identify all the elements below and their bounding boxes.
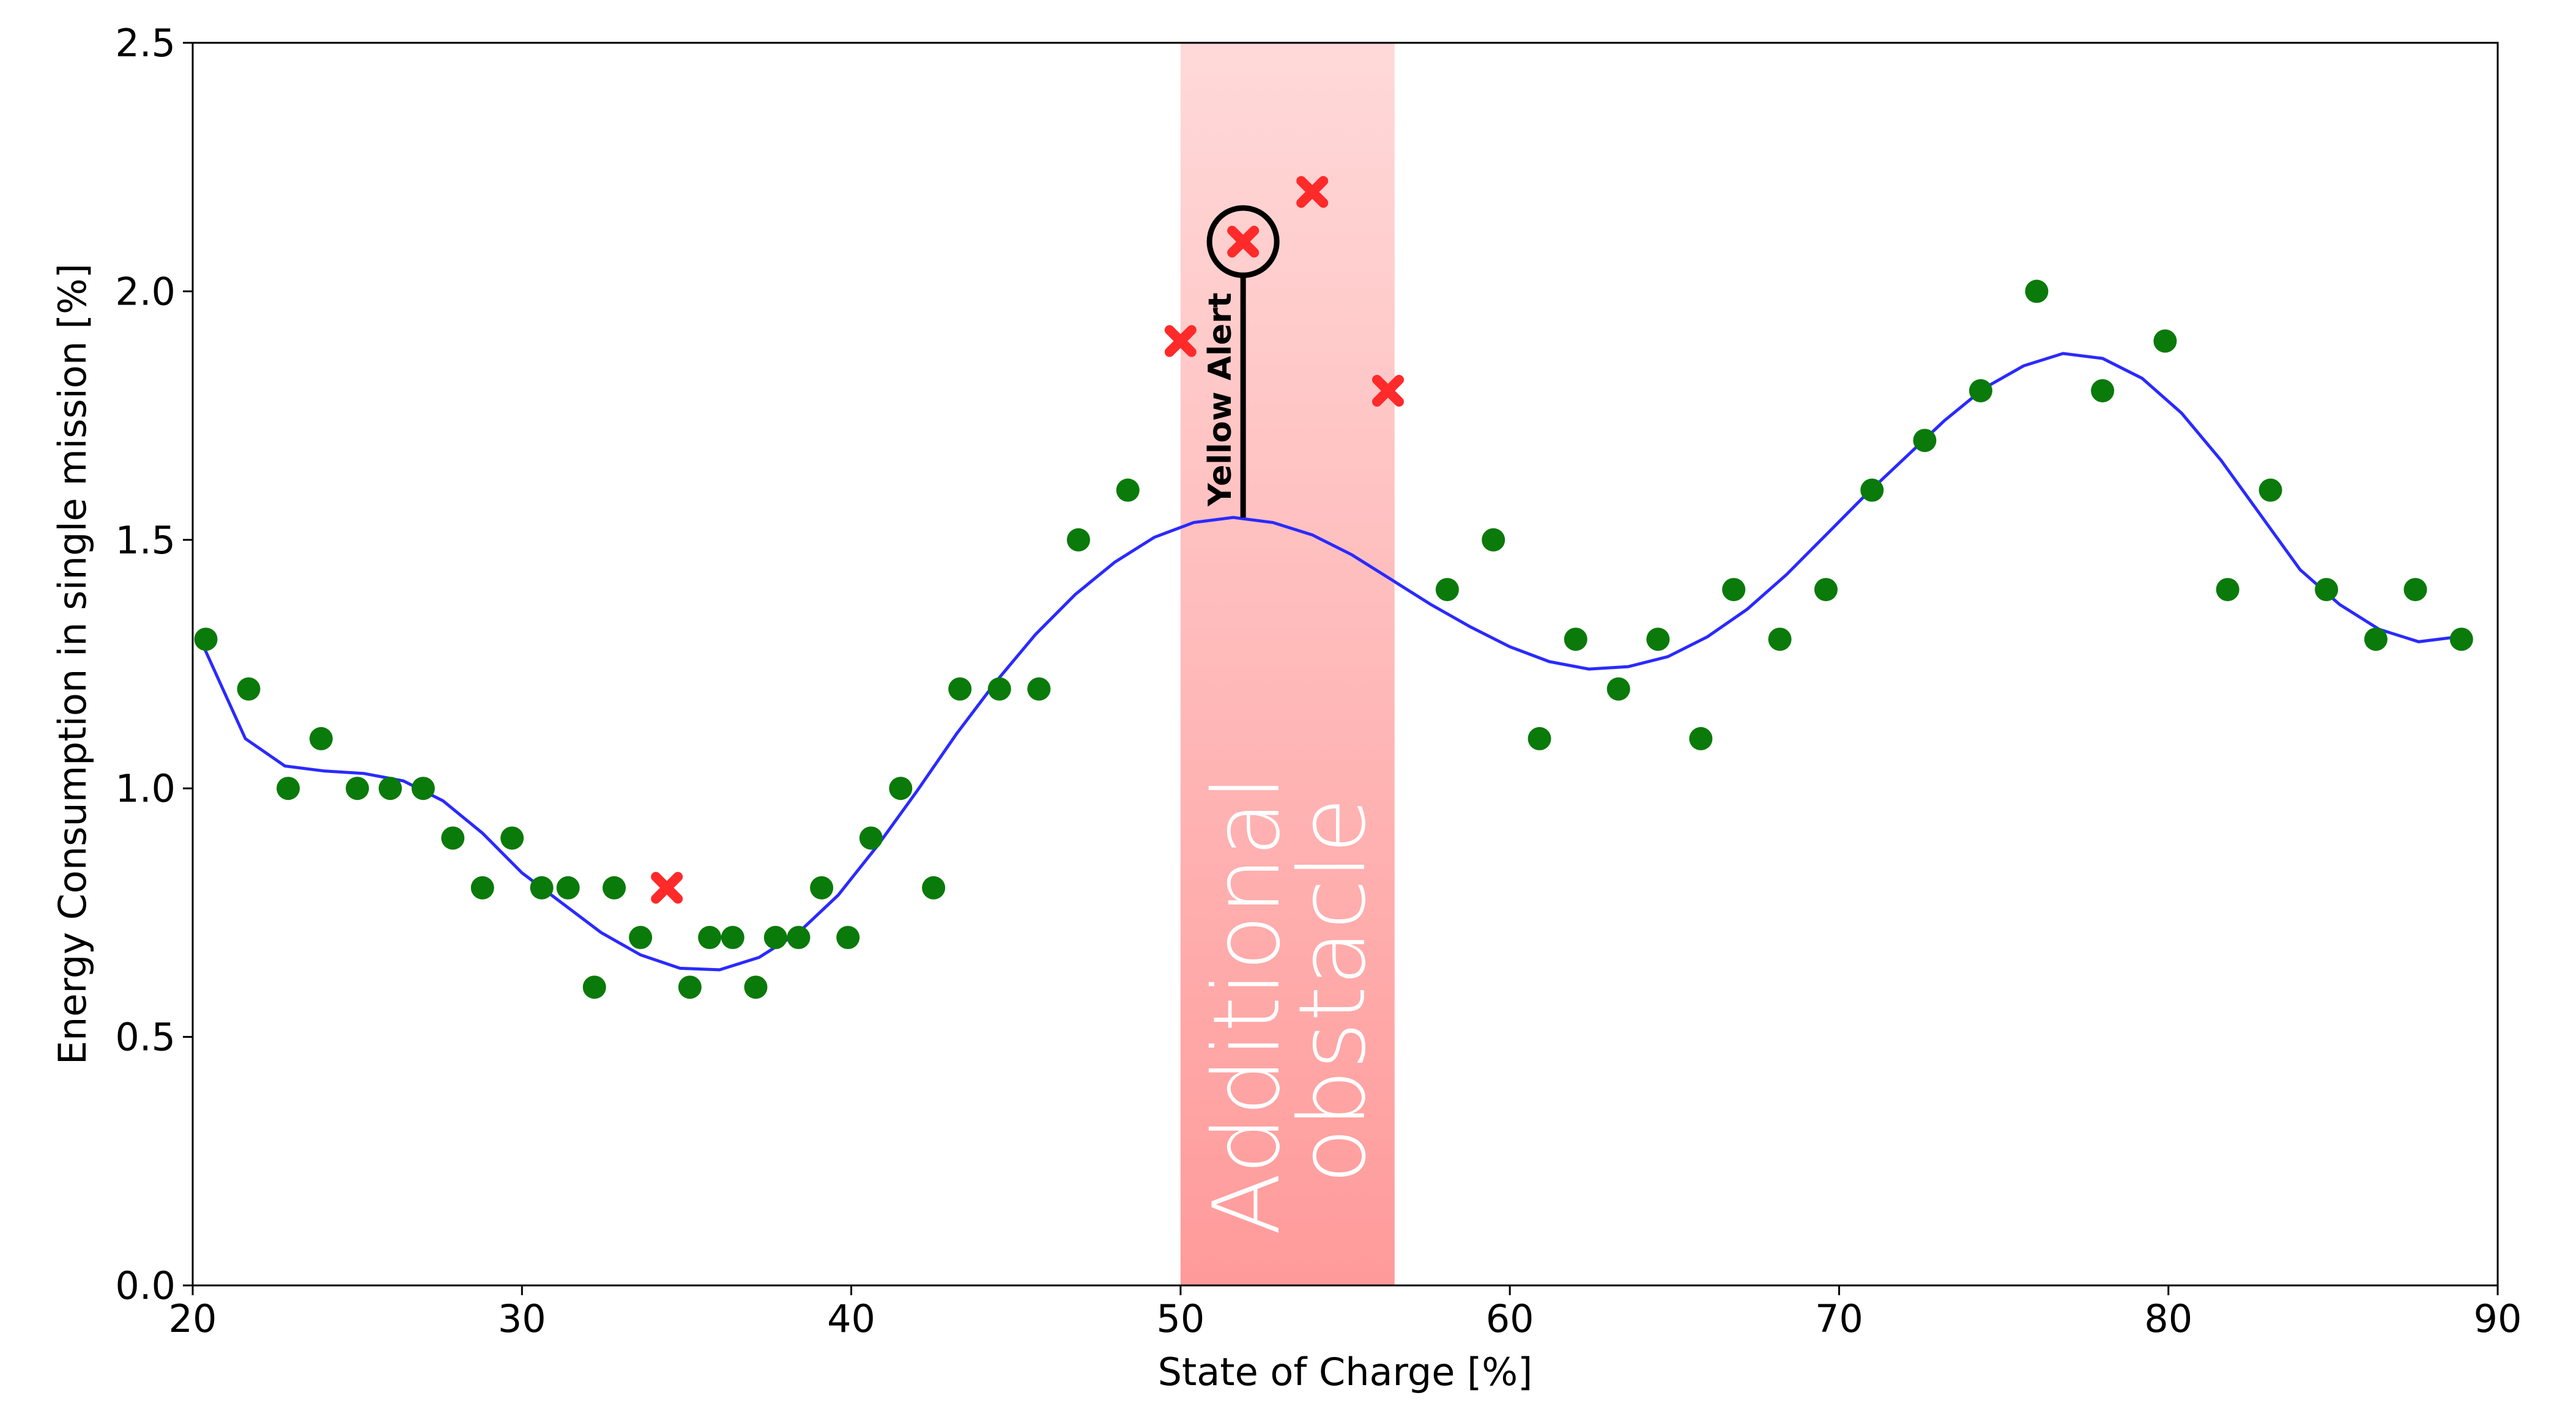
normal-point: [309, 726, 333, 750]
yellow-alert-label: Yellow Alert: [1202, 292, 1239, 507]
normal-point: [1768, 627, 1792, 651]
normal-point: [2025, 279, 2049, 303]
normal-point: [678, 975, 702, 999]
normal-point: [1913, 429, 1937, 453]
normal-point: [629, 926, 653, 950]
y-tick-label: 2.0: [115, 269, 176, 314]
normal-point: [987, 677, 1011, 701]
normal-point: [1027, 677, 1051, 701]
normal-point: [1435, 578, 1459, 602]
normal-point: [1814, 578, 1838, 602]
normal-point: [1722, 578, 1746, 602]
normal-point: [744, 975, 768, 999]
normal-point: [194, 627, 218, 651]
anomaly-points-layer: [651, 176, 1404, 904]
normal-point: [2259, 478, 2282, 502]
plot-frame: [191, 42, 2499, 1287]
normal-point: [763, 926, 787, 950]
normal-point: [1482, 528, 1505, 552]
normal-point: [1606, 677, 1630, 701]
normal-point: [698, 926, 722, 950]
x-tick-label: 60: [1486, 1296, 1534, 1341]
y-tick-label: 1.0: [115, 766, 176, 811]
normal-point: [582, 975, 606, 999]
anomaly-point: [651, 871, 683, 904]
additional-obstacle-band: [1180, 43, 1395, 1285]
anomaly-x-stroke: [1164, 325, 1197, 357]
normal-point: [556, 876, 580, 900]
x-tick-label: 80: [2144, 1296, 2192, 1341]
normal-point: [346, 777, 369, 800]
axis-ticks: 20 30 40 50 60 70 80 90 0.0 0.5 1.0 1.5 2.0 2.5: [115, 21, 2522, 1341]
normal-point: [1969, 379, 1992, 402]
yellow-alert-annotation: Yellow Alert: [1202, 205, 1280, 518]
normal-point: [1527, 726, 1551, 750]
normal-point: [500, 826, 524, 850]
normal-point: [378, 777, 402, 800]
anomaly-x-stroke: [1296, 176, 1329, 208]
y-axis-label: Energy Consumption in single mission [%]: [50, 264, 95, 1065]
y-tick-label: 0.0: [115, 1263, 176, 1308]
normal-point: [1116, 478, 1140, 502]
normal-point: [1689, 726, 1713, 750]
x-tick-label: 70: [1815, 1296, 1863, 1341]
normal-point: [1860, 478, 1884, 502]
normal-point: [441, 826, 465, 850]
normal-point: [2153, 329, 2177, 353]
fit-line: [201, 352, 2466, 972]
normal-point: [277, 777, 300, 800]
x-tick-label: 20: [169, 1296, 217, 1341]
normal-point: [810, 876, 834, 900]
normal-point: [411, 777, 435, 800]
normal-point: [787, 926, 811, 950]
normal-point: [859, 826, 883, 850]
normal-point: [889, 777, 913, 800]
x-tick-label: 50: [1156, 1296, 1204, 1341]
x-tick-label: 90: [2474, 1296, 2522, 1341]
normal-point: [603, 876, 626, 900]
normal-point: [2091, 379, 2115, 402]
additional-obstacle-label: Additional obstacle: [1194, 746, 1386, 1236]
additional-obstacle-label-line2: obstacle: [1280, 797, 1386, 1184]
y-tick-label: 1.5: [115, 518, 176, 563]
normal-point: [948, 677, 972, 701]
normal-points-layer: [194, 279, 2473, 999]
anomaly-point: [1227, 226, 1260, 258]
normal-point: [2216, 578, 2240, 602]
normal-point: [721, 926, 744, 950]
y-tick-label: 2.5: [115, 21, 176, 65]
normal-point: [530, 876, 554, 900]
anomaly-x-stroke: [651, 871, 683, 904]
normal-point: [1066, 528, 1090, 552]
y-tick-label: 0.5: [115, 1015, 176, 1060]
additional-obstacle-label-line1: Additional: [1194, 775, 1301, 1235]
normal-point: [2403, 578, 2427, 602]
normal-point: [922, 876, 946, 900]
normal-point: [2364, 627, 2388, 651]
anomaly-x-stroke: [1372, 374, 1404, 407]
x-axis-label: State of Charge [%]: [1158, 1350, 1533, 1394]
normal-point: [2449, 627, 2473, 651]
anomaly-x-stroke: [1227, 226, 1260, 258]
anomaly-point: [1164, 325, 1197, 357]
x-tick-label: 30: [498, 1296, 546, 1341]
x-tick-label: 40: [827, 1296, 875, 1341]
fit-line-layer: [201, 352, 2466, 972]
normal-point: [237, 677, 261, 701]
normal-point: [836, 926, 860, 950]
anomaly-point: [1372, 374, 1404, 407]
normal-point: [2315, 578, 2339, 602]
normal-point: [1646, 627, 1670, 651]
normal-point: [1564, 627, 1587, 651]
normal-point: [470, 876, 494, 900]
anomaly-point: [1296, 176, 1329, 208]
